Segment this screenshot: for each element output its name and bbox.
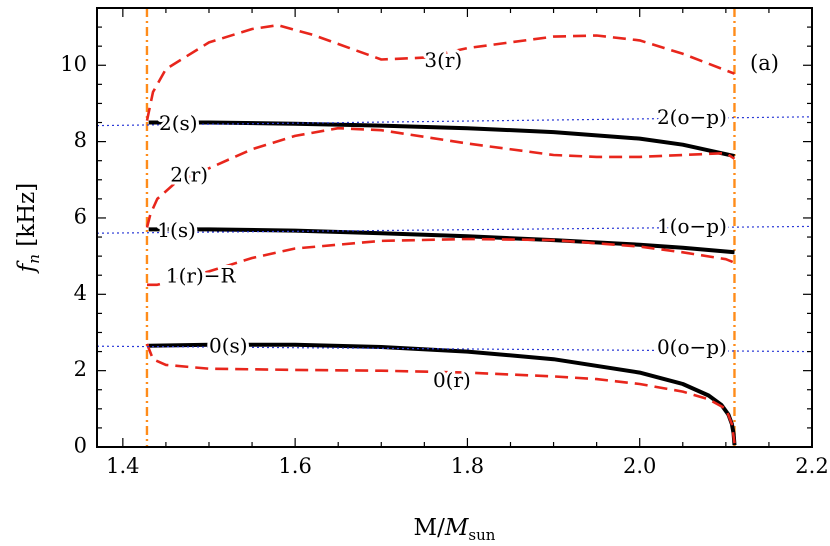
series-line-op1 [96, 225, 813, 234]
curve-annotation-10: 3(r) [424, 48, 462, 72]
series-line-s2 [148, 120, 735, 159]
curve-annotation-1: 0(s) [209, 333, 248, 357]
curve-annotation-7: 2(s) [159, 111, 198, 135]
curve-annotation-9: 2(o−p) [657, 105, 727, 129]
x-tick-label-1: 1.6 [278, 454, 311, 478]
x-axis-title: M/Msun [414, 515, 496, 544]
y-tick-label-4: 8 [74, 128, 87, 152]
axis-ticks: 1.4 1.6 1.8 2.0 2.2 0 2 4 6 8 10 [60, 8, 829, 478]
series-line-r2 [145, 126, 736, 228]
curve-annotation-6: 1(o−p) [657, 214, 727, 238]
series-line-r3 [145, 23, 735, 121]
curve-annotations: 0(s) 0(r) 0(o−p) 1(s) 1(r)−R 1(o−p) 2(s) 2(r) 2(… [154, 45, 730, 395]
x-tick-label-2: 1.8 [451, 454, 484, 478]
vertical-marker-lines [145, 8, 736, 447]
y-axis-title-italic: f [14, 260, 40, 274]
y-axis-title: fn [kHz] [14, 183, 43, 275]
x-axis-title-main: M/ [414, 515, 446, 541]
plot-frame [96, 7, 813, 448]
x-tick-label-3: 2.0 [623, 454, 656, 478]
y-axis-title-sub: n [25, 254, 43, 264]
series-line-op2 [96, 116, 813, 127]
panel-label: (a) [750, 51, 779, 75]
x-tick-label-4: 2.2 [795, 454, 828, 478]
series-line-r1 [147, 237, 734, 287]
y-axis-title-rest: [kHz] [14, 183, 40, 254]
curve-annotation-4: 1(s) [157, 218, 196, 242]
series-line-s0 [148, 342, 737, 446]
y-tick-label-2: 4 [74, 281, 87, 305]
series-line-r0 [145, 343, 736, 444]
curve-annotation-3: 0(o−p) [657, 335, 727, 359]
curve-annotation-5: 1(r)−R [166, 264, 237, 288]
y-tick-label-0: 0 [74, 434, 87, 458]
y-tick-label-3: 6 [74, 204, 87, 228]
chart-series [96, 23, 813, 446]
x-axis-title-italic: M [444, 515, 470, 541]
series-line-s1 [148, 227, 735, 255]
curve-annotation-2: 0(r) [433, 368, 471, 392]
series-line-op0 [96, 345, 813, 353]
curve-annotation-8: 2(r) [170, 162, 208, 186]
y-tick-label-1: 2 [74, 357, 87, 381]
y-tick-label-5: 10 [60, 52, 87, 76]
x-axis-title-sub: sun [468, 526, 495, 544]
x-tick-label-0: 1.4 [106, 454, 139, 478]
